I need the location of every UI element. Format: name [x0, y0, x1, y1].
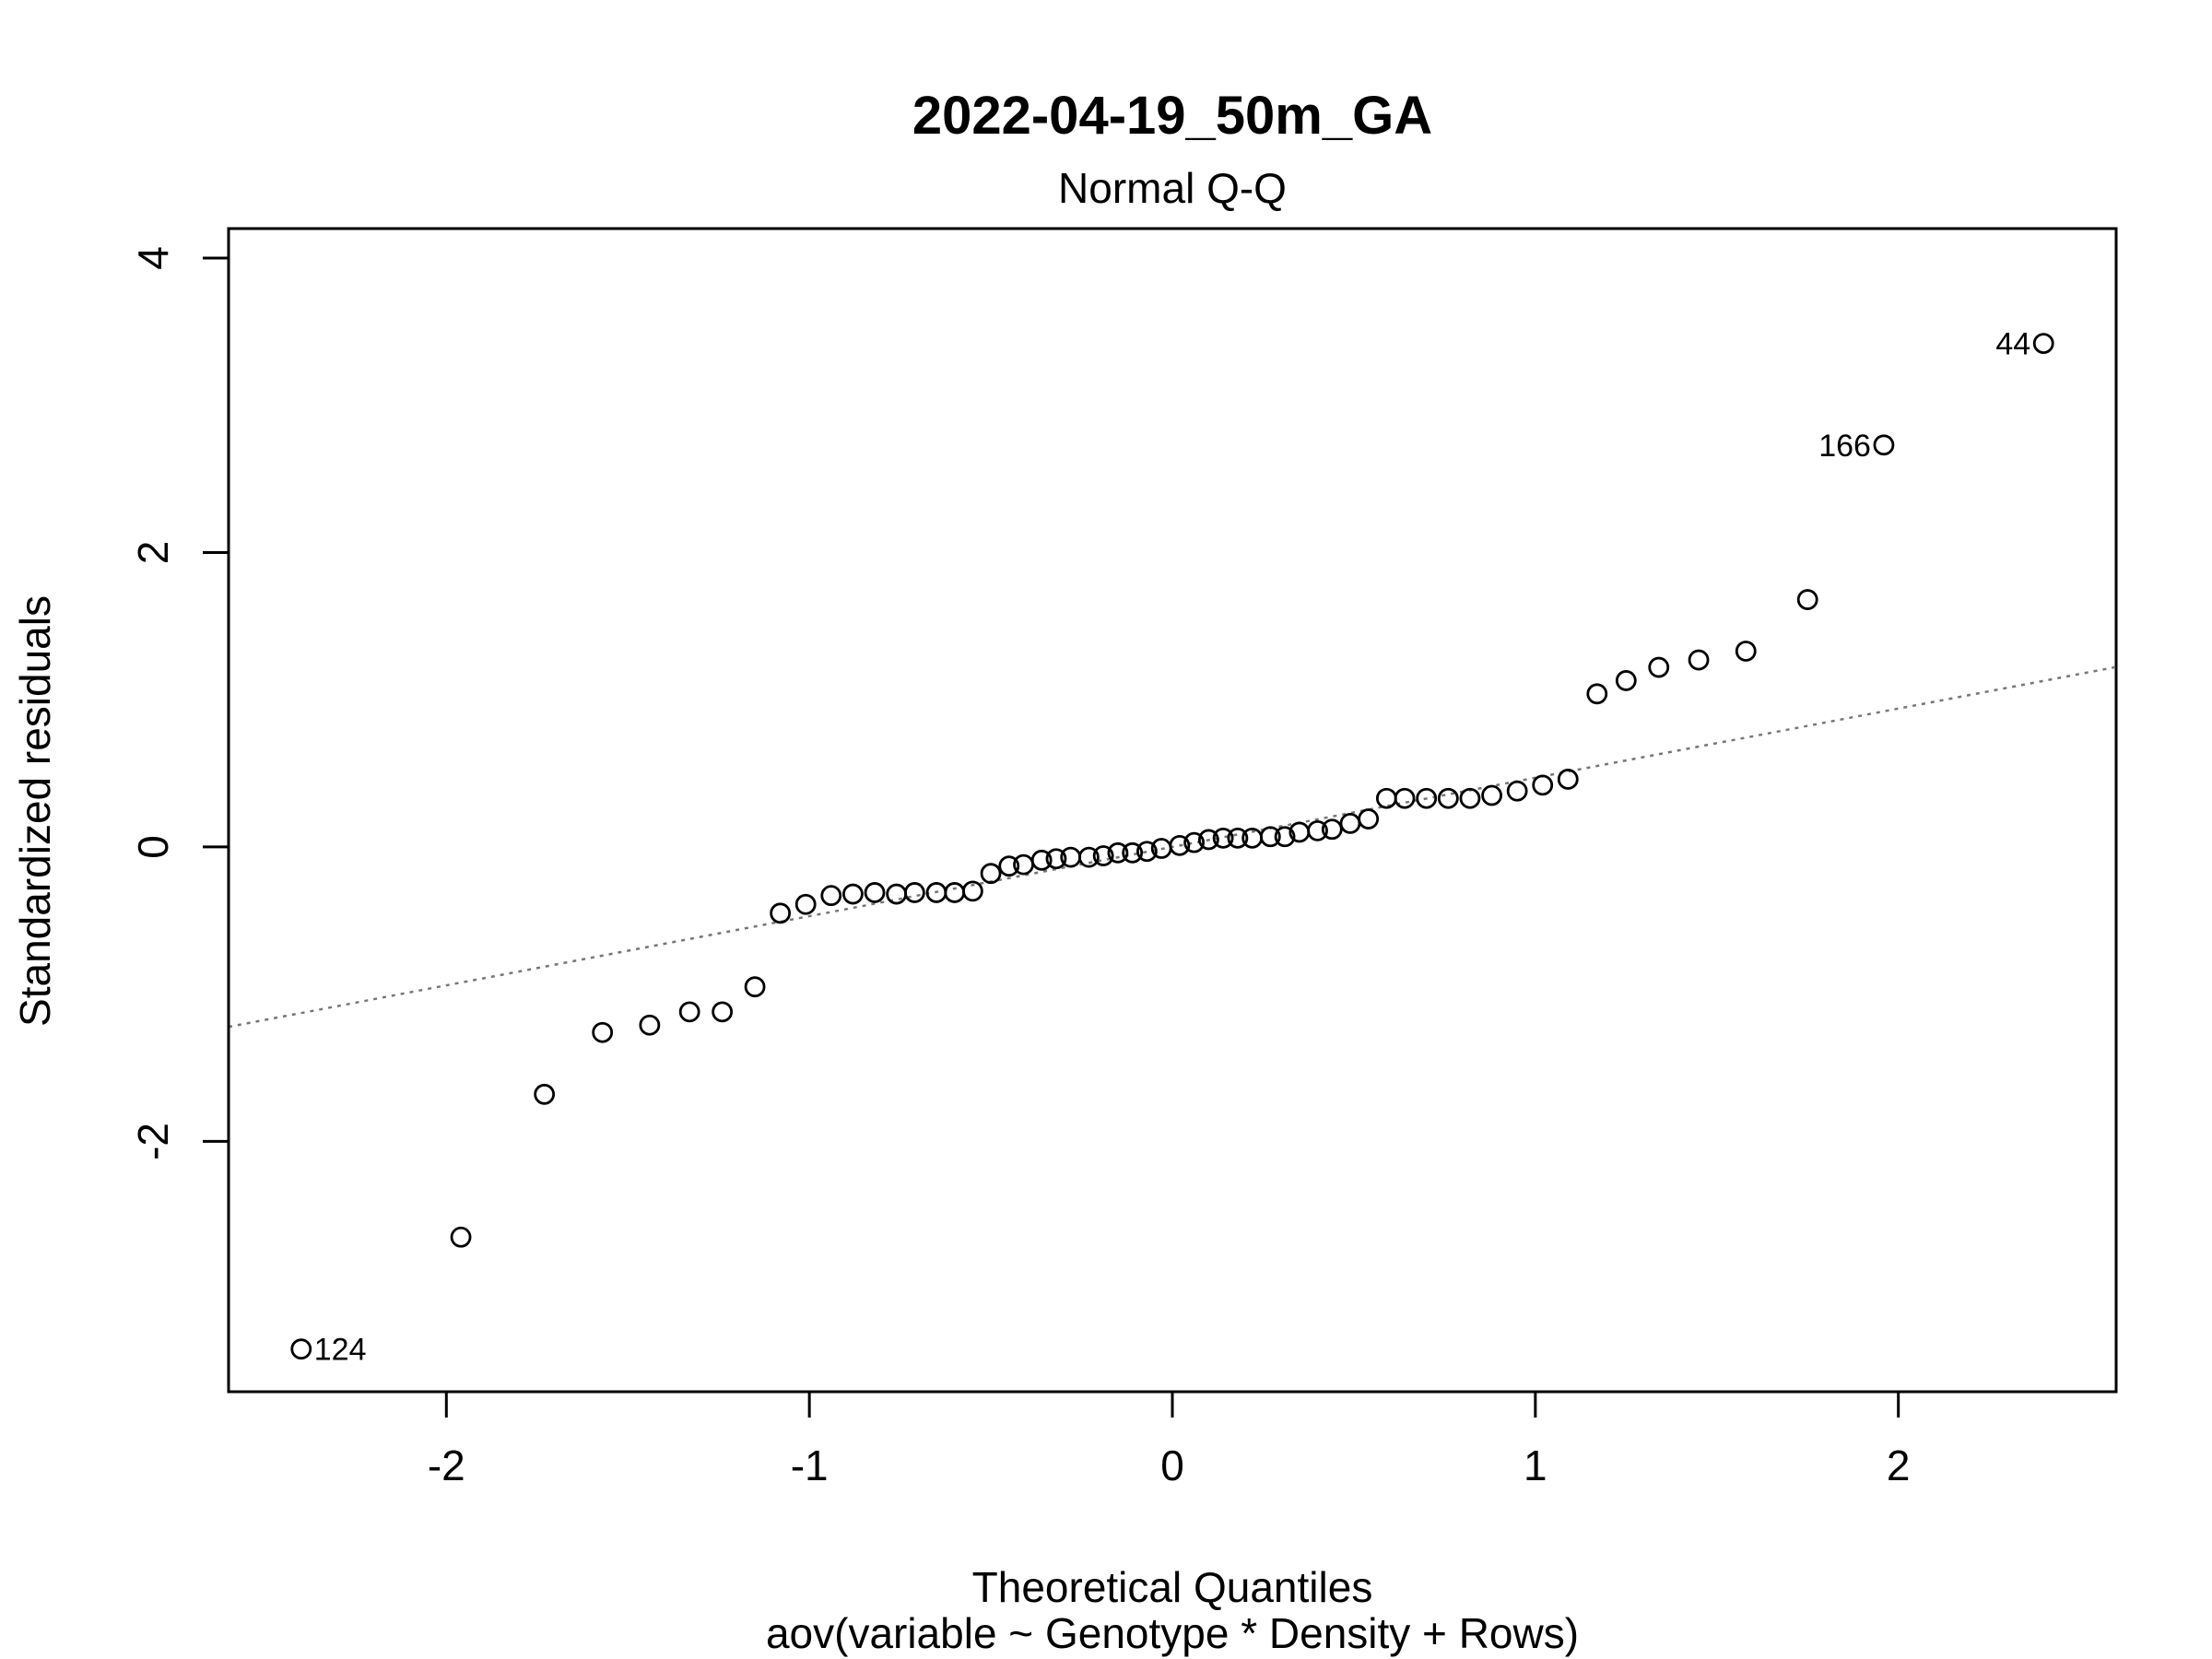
data-point	[1648, 656, 1670, 678]
point-label: 124	[314, 1333, 367, 1368]
data-point	[1416, 787, 1438, 809]
data-point	[1078, 846, 1100, 868]
data-point	[2032, 333, 2054, 355]
chart-subtitle: Normal Q-Q	[1058, 164, 1287, 212]
x-axis: -2 -1 0 1 2	[428, 1390, 1911, 1489]
data-point	[744, 976, 766, 998]
data-point	[1688, 649, 1710, 671]
data-point	[1557, 769, 1579, 790]
data-point	[639, 1014, 661, 1036]
data-point	[290, 1338, 312, 1360]
x-tick-label: 1	[1524, 1441, 1547, 1489]
data-point	[1136, 841, 1158, 863]
y-tick-label: -2	[129, 1123, 177, 1160]
x-axis-sublabel: aov(variable ~ Genotype * Density + Rows…	[766, 1609, 1579, 1657]
data-point	[1873, 434, 1895, 456]
x-axis-label: Theoretical Quantiles	[972, 1563, 1373, 1611]
data-point	[903, 882, 925, 903]
chart-title: 2022-04-19_50m_GA	[912, 86, 1432, 146]
y-axis: -2 0 2 4	[129, 246, 230, 1160]
data-point	[1321, 818, 1343, 841]
data-point	[1375, 787, 1397, 809]
point-label: 44	[1995, 327, 2030, 362]
data-point	[1122, 841, 1144, 864]
data-point	[1197, 829, 1219, 851]
data-point	[534, 1083, 556, 1105]
points-layer	[290, 333, 2054, 1360]
data-point	[770, 902, 792, 924]
data-point	[998, 855, 1020, 877]
y-tick-label: 4	[129, 246, 177, 270]
data-point	[1437, 787, 1459, 809]
data-point	[450, 1226, 472, 1248]
data-point	[1615, 670, 1637, 691]
data-point	[1212, 827, 1234, 849]
reference-line-layer	[228, 665, 2117, 1029]
data-point	[1274, 826, 1296, 848]
data-point	[794, 893, 817, 915]
data-point	[678, 1001, 700, 1023]
data-point	[1394, 787, 1416, 809]
y-axis-label: Standardized residuals	[11, 595, 59, 1027]
data-point	[1481, 784, 1502, 806]
y-tick-label: 2	[129, 541, 177, 565]
data-point	[1259, 826, 1281, 848]
data-point	[1045, 848, 1067, 870]
data-point	[1358, 808, 1380, 830]
data-point	[1339, 812, 1361, 834]
x-tick-label: -1	[791, 1441, 829, 1489]
data-point	[842, 883, 864, 905]
x-tick-label: -2	[428, 1441, 465, 1489]
data-point	[1586, 683, 1608, 705]
data-point	[1107, 841, 1129, 864]
data-point	[961, 880, 983, 902]
data-point	[592, 1021, 614, 1043]
data-point	[1735, 641, 1757, 662]
data-point	[712, 1001, 734, 1023]
point-labels-layer: 44 166 124	[314, 327, 2030, 1368]
data-point	[886, 883, 908, 905]
x-tick-label: 0	[1160, 1441, 1184, 1489]
reference-line	[228, 665, 2117, 1029]
point-label: 166	[1818, 429, 1871, 464]
x-tick-label: 2	[1887, 1441, 1911, 1489]
data-point	[944, 882, 966, 903]
data-point	[820, 885, 842, 907]
data-point	[980, 863, 1002, 885]
data-point	[1307, 819, 1328, 841]
plot-area: 44 166 124	[227, 227, 2118, 1394]
plot-frame	[227, 227, 2118, 1394]
data-point	[1092, 845, 1114, 866]
data-point	[1459, 787, 1481, 809]
data-point	[1030, 849, 1053, 871]
data-point	[1169, 834, 1191, 856]
data-point	[1227, 827, 1249, 849]
data-point	[1796, 589, 1818, 610]
y-tick-label: 0	[129, 835, 177, 859]
data-point	[1506, 780, 1528, 802]
data-point	[1532, 774, 1554, 796]
data-point	[864, 882, 886, 903]
data-point	[1183, 831, 1206, 853]
